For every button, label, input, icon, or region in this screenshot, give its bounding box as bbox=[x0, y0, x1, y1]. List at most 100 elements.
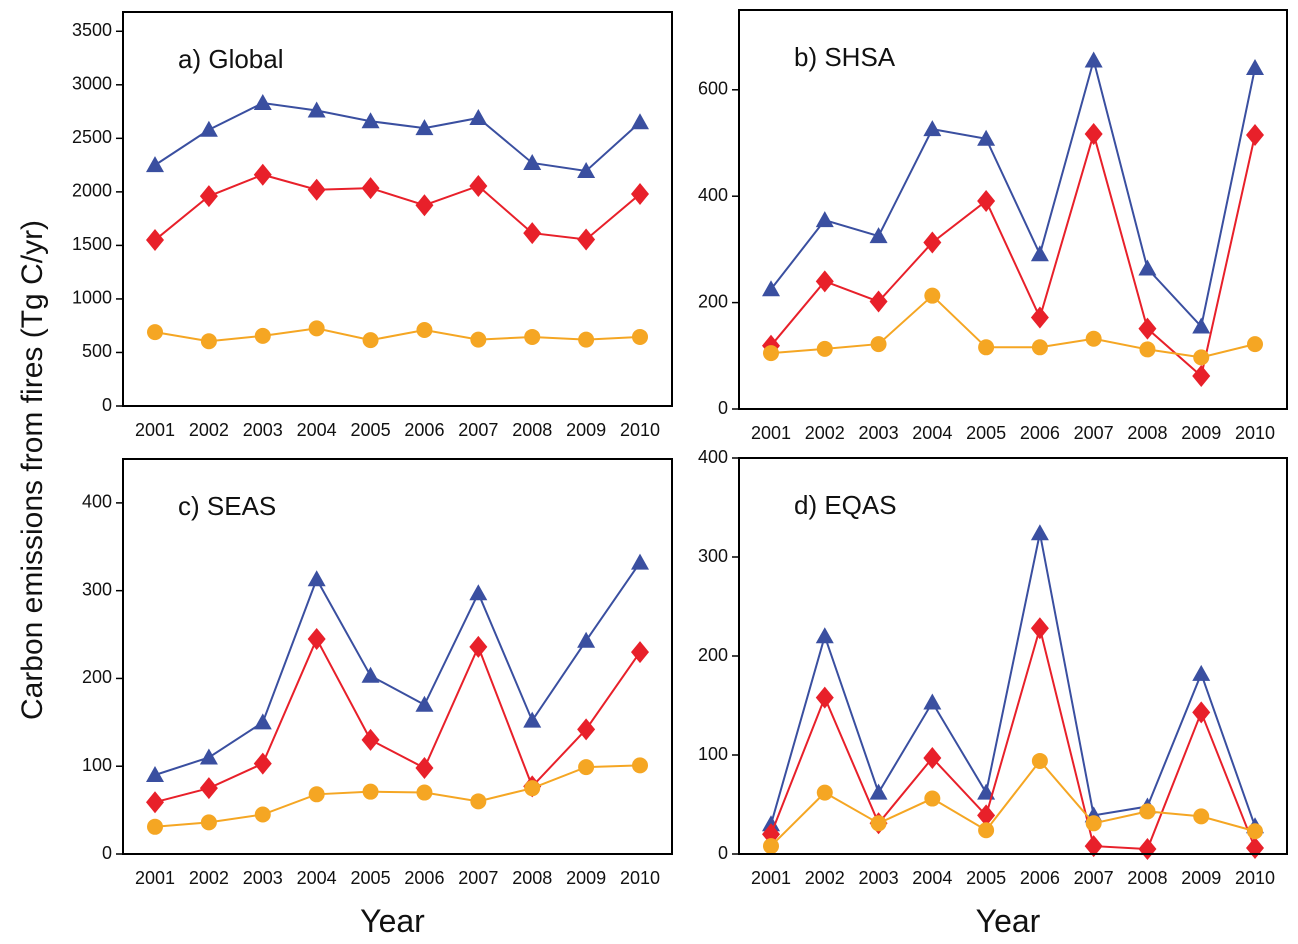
data-point bbox=[924, 790, 941, 807]
x-tick-label: 2001 bbox=[135, 868, 175, 888]
data-point bbox=[362, 332, 379, 349]
data-point bbox=[469, 108, 488, 125]
data-point bbox=[1139, 803, 1156, 820]
data-point bbox=[632, 328, 648, 345]
panel-title: d) EQAS bbox=[794, 490, 897, 520]
y-tick-label: 100 bbox=[82, 755, 112, 775]
data-point bbox=[415, 119, 434, 136]
data-point bbox=[1247, 823, 1263, 840]
data-point bbox=[1138, 259, 1157, 276]
data-point bbox=[923, 746, 942, 769]
data-point bbox=[200, 333, 217, 350]
data-point bbox=[199, 748, 218, 765]
series-line bbox=[154, 636, 641, 804]
data-point bbox=[578, 331, 595, 348]
data-point bbox=[1138, 838, 1157, 861]
data-point bbox=[469, 174, 488, 197]
data-point bbox=[415, 756, 434, 779]
data-point bbox=[577, 631, 596, 648]
data-point bbox=[253, 713, 272, 730]
series-line bbox=[770, 533, 1256, 827]
data-point bbox=[1031, 339, 1048, 356]
x-tick-label: 2001 bbox=[751, 868, 791, 888]
x-tick-label: 2005 bbox=[351, 420, 391, 440]
data-point bbox=[1192, 317, 1211, 334]
y-tick-label: 300 bbox=[82, 579, 112, 599]
y-tick-label: 200 bbox=[698, 291, 728, 311]
data-point bbox=[815, 211, 834, 228]
series-line bbox=[770, 56, 1256, 329]
panel-title: c) SEAS bbox=[178, 491, 276, 521]
data-point bbox=[870, 336, 887, 353]
data-point bbox=[815, 686, 834, 709]
data-point bbox=[1031, 752, 1048, 769]
y-tick-label: 100 bbox=[698, 744, 728, 764]
x-tick-label: 2010 bbox=[620, 420, 660, 440]
series-line bbox=[154, 327, 641, 343]
data-point bbox=[1030, 524, 1049, 541]
x-tick-label: 2007 bbox=[1074, 868, 1114, 888]
y-tick-label: 400 bbox=[698, 447, 728, 467]
series-line bbox=[770, 130, 1256, 378]
data-point bbox=[978, 822, 995, 839]
x-axis-label: Year bbox=[976, 903, 1041, 939]
data-point bbox=[308, 786, 325, 803]
y-tick-label: 0 bbox=[102, 843, 112, 863]
data-point bbox=[415, 194, 434, 217]
data-point bbox=[361, 112, 380, 129]
data-point bbox=[977, 804, 996, 827]
data-point bbox=[923, 120, 942, 137]
data-point bbox=[977, 189, 996, 212]
y-tick-label: 3000 bbox=[72, 74, 112, 94]
data-point bbox=[200, 814, 217, 831]
data-point bbox=[253, 163, 272, 186]
data-point bbox=[1246, 58, 1264, 75]
data-point bbox=[816, 784, 833, 801]
data-point bbox=[147, 324, 163, 341]
x-tick-label: 2006 bbox=[1020, 423, 1060, 443]
x-tick-label: 2001 bbox=[135, 420, 175, 440]
x-tick-label: 2003 bbox=[243, 420, 283, 440]
x-tick-label: 2005 bbox=[966, 868, 1006, 888]
data-point bbox=[1030, 617, 1049, 640]
y-tick-label: 200 bbox=[698, 645, 728, 665]
data-point bbox=[1192, 701, 1211, 724]
x-tick-label: 2003 bbox=[859, 868, 899, 888]
series-line bbox=[154, 562, 641, 776]
data-point bbox=[815, 270, 834, 293]
data-point bbox=[199, 120, 218, 137]
panel: 0 100 200 300 400 2001 2002 2003 2004 2005 2006 200… bbox=[82, 458, 673, 939]
x-axis-label: Year bbox=[360, 903, 425, 939]
data-point bbox=[307, 570, 326, 587]
plot-frame bbox=[122, 11, 673, 407]
series-line bbox=[154, 173, 641, 241]
data-point bbox=[523, 222, 542, 245]
data-point bbox=[869, 783, 888, 800]
data-point bbox=[631, 553, 649, 570]
data-point bbox=[923, 693, 942, 710]
panel: 0 100 200 300 400 2001 2002 2003 2004 2005 2006 200… bbox=[698, 447, 1288, 939]
data-point bbox=[1085, 330, 1102, 347]
data-point bbox=[632, 757, 648, 774]
data-point bbox=[816, 340, 833, 357]
x-tick-label: 2009 bbox=[566, 868, 606, 888]
data-point bbox=[870, 815, 887, 832]
x-tick-label: 2004 bbox=[297, 868, 337, 888]
data-point bbox=[253, 94, 272, 111]
data-point bbox=[577, 228, 596, 251]
data-point bbox=[977, 783, 996, 800]
x-tick-label: 2008 bbox=[1127, 868, 1167, 888]
data-point bbox=[763, 345, 779, 362]
data-point bbox=[815, 627, 834, 644]
data-point bbox=[577, 718, 596, 741]
data-point bbox=[470, 793, 487, 810]
data-point bbox=[470, 331, 487, 348]
x-tick-label: 2005 bbox=[351, 868, 391, 888]
data-point bbox=[362, 783, 379, 800]
data-point bbox=[307, 101, 326, 118]
data-point bbox=[524, 780, 541, 797]
data-point bbox=[308, 320, 325, 337]
data-point bbox=[254, 327, 271, 344]
data-point bbox=[199, 777, 218, 800]
series-line bbox=[770, 624, 1256, 851]
